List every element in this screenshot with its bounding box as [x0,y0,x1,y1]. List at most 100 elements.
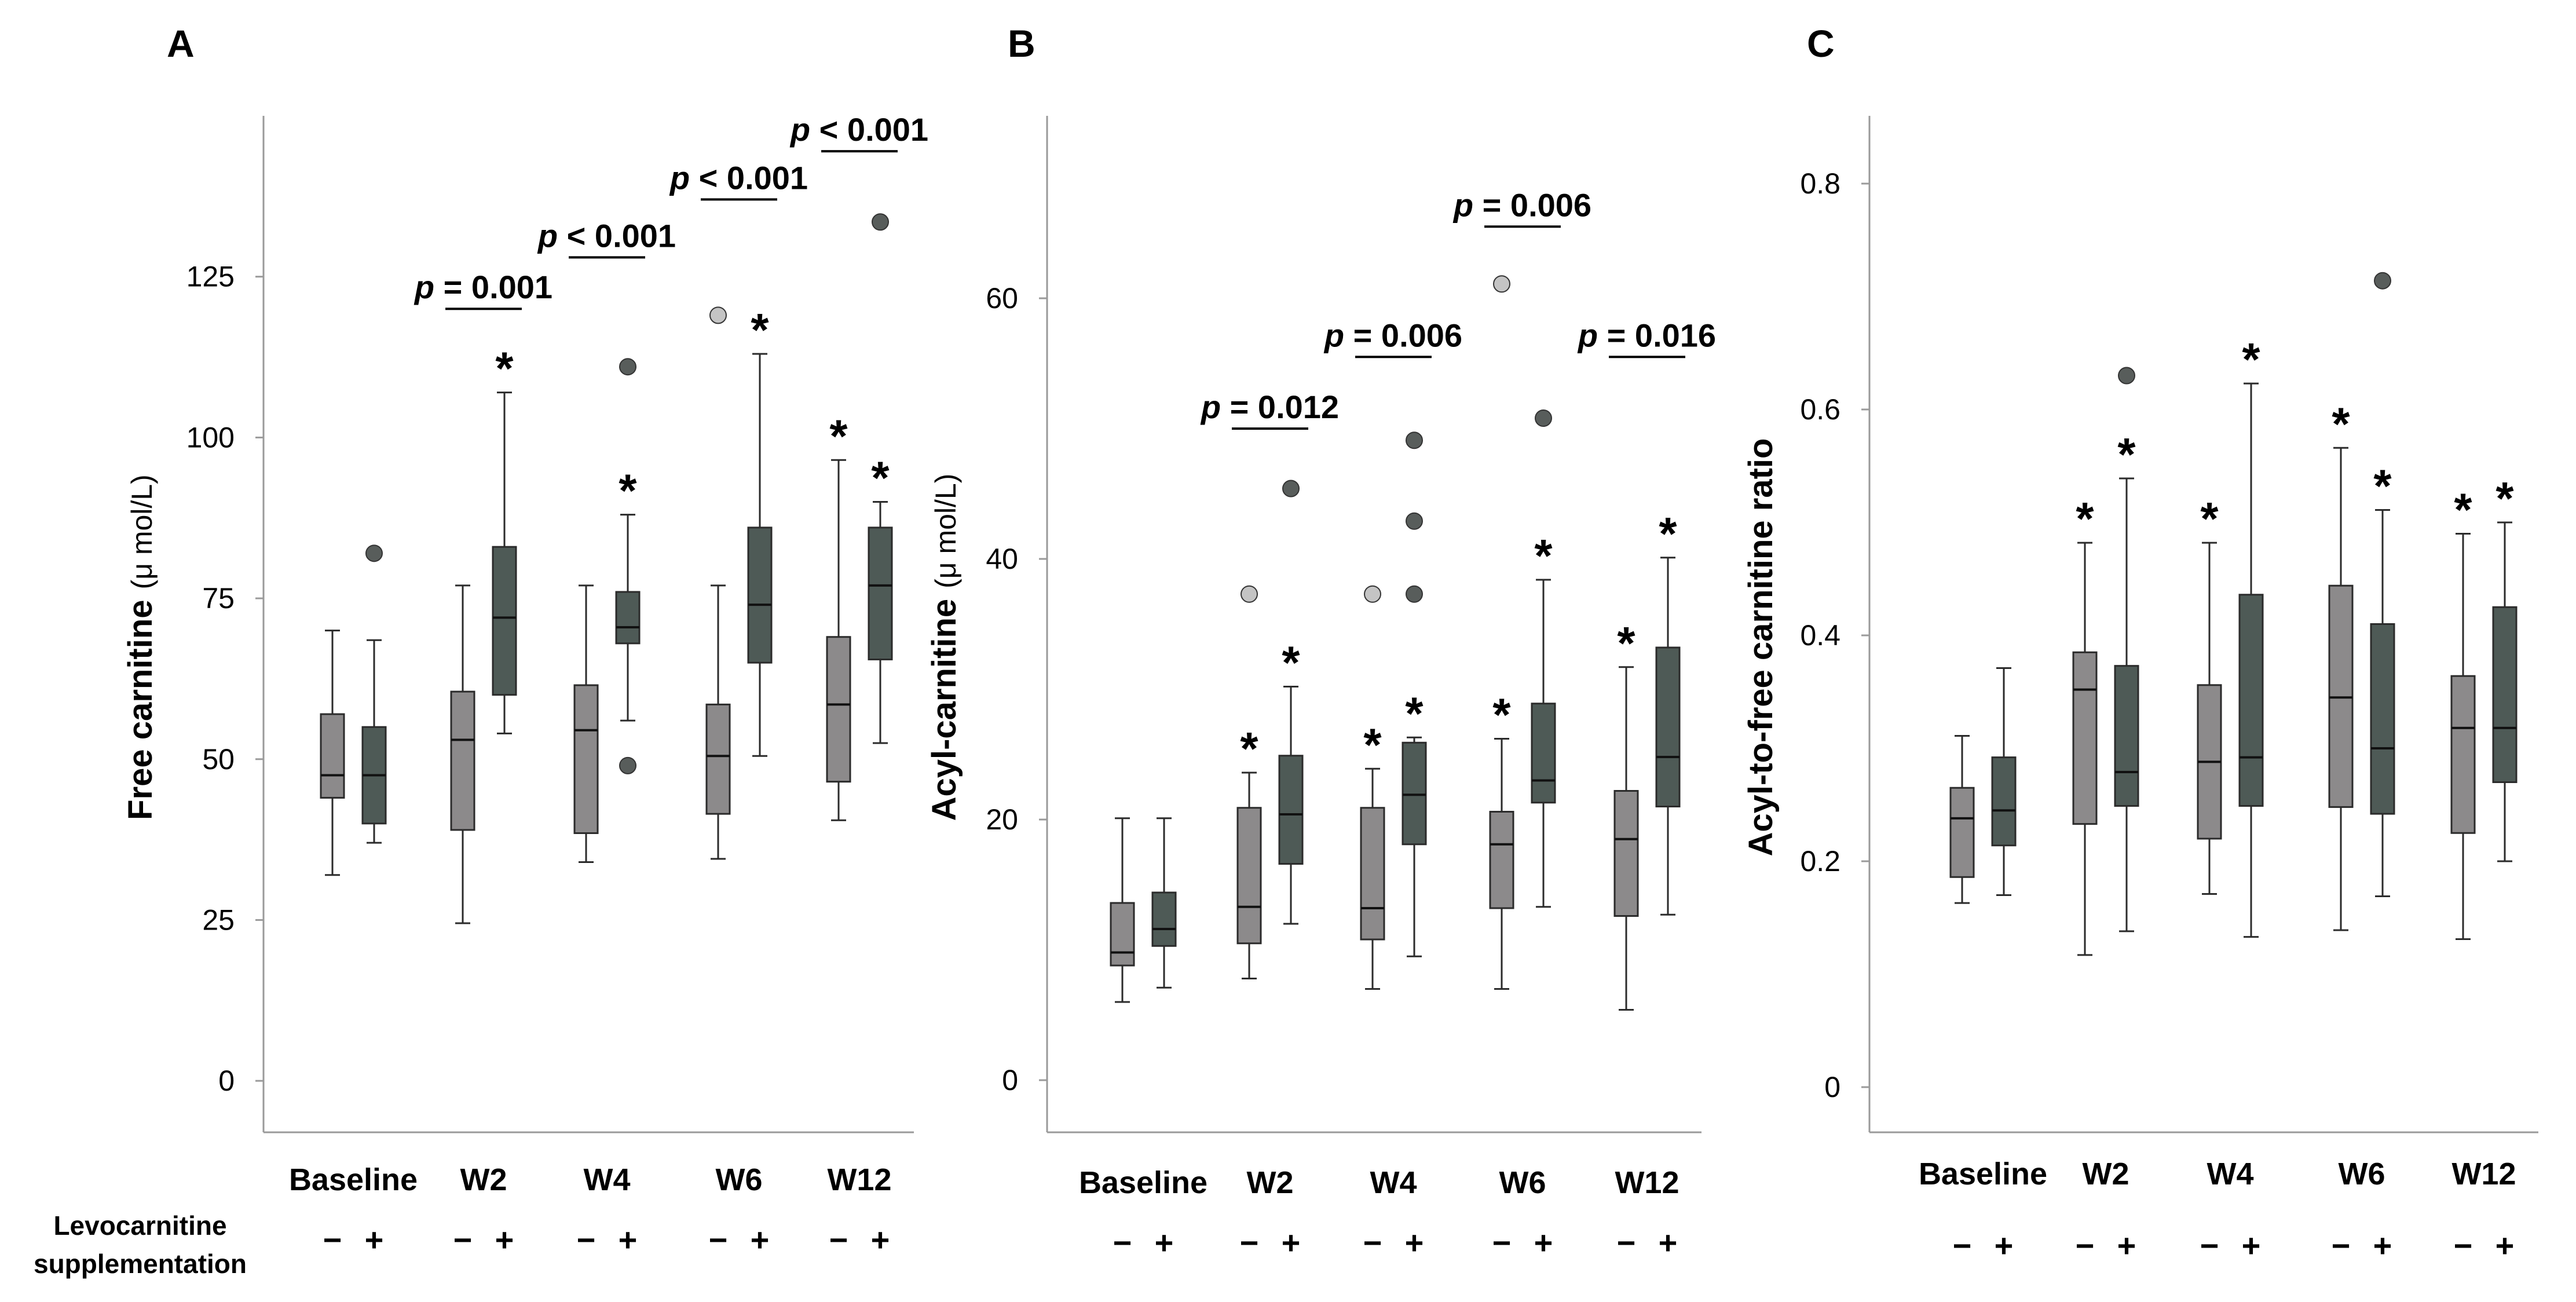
p-value-text: < 0.001 [819,111,928,148]
significance-star: * [2076,493,2094,544]
p-value-text: = 0.016 [1607,317,1716,353]
box-minus-w2: * [2072,493,2098,956]
box-body [2450,675,2476,834]
minus-sign: − [2454,1227,2473,1264]
y-tick-label: 0 [1002,1064,1018,1096]
box-body [1278,755,1304,865]
y-axis-label-main: Acyl-carnitine [925,599,963,821]
plus-sign: + [871,1221,890,1258]
y-tick-label: 50 [202,743,235,776]
p-value-label: p = 0.006 [1323,317,1462,353]
box-plus-baseline [361,544,387,844]
p-value-text: < 0.001 [567,217,676,254]
box-body [1402,741,1427,846]
panel-a: A 0 25 50 75 100 125 Free carnitine (μ mol/L) Bas… [34,22,928,1279]
significance-star: * [495,343,514,394]
box-minus-w4: * [2197,493,2222,895]
x-category-label: W2 [2083,1157,2129,1191]
outlier-point [1535,409,1552,427]
p-value-bracket: p = 0.012 [1200,389,1339,430]
plus-sign: + [1995,1227,2014,1264]
box-minus-w4 [573,584,599,863]
minus-sign: − [2076,1227,2095,1264]
box-plus-w2: * [2114,367,2139,932]
x-category-label: W2 [460,1162,507,1197]
plus-sign: + [495,1221,514,1258]
plus-sign: + [1405,1224,1424,1261]
box-body [1489,811,1514,909]
significance-star: * [2373,460,2392,512]
p-value-bracket: p < 0.001 [537,217,676,259]
p-value-text: = 0.012 [1230,389,1339,425]
p-value-label: p < 0.001 [669,159,808,196]
minus-sign: − [577,1221,596,1258]
p-value-bracket: p = 0.006 [1323,317,1462,359]
y-axis-label: Acyl-carnitine (μ mol/L) [925,474,963,821]
box-body [1949,787,1975,878]
outlier-point [2118,367,2135,385]
p-value-label: p < 0.001 [789,111,928,148]
x-category-label: W6 [1499,1165,1546,1200]
box-plus-w4: * [615,358,641,774]
p-value-text: < 0.001 [699,159,808,196]
x-category-label: W4 [584,1162,631,1197]
box-body [615,591,641,645]
y-axis-label: Acyl-to-free carnitine ratio [1742,438,1780,857]
p-value-italic-p: p [414,269,444,305]
p-value-label: p < 0.001 [537,217,676,254]
minus-sign: − [1240,1224,1259,1261]
significance-star: * [2454,484,2472,536]
box-body [1991,756,2017,847]
outlier-point [1406,585,1423,603]
box-plus-w12: * [1655,508,1681,916]
box-body [1531,703,1556,804]
box-minus-w12: * [2450,484,2476,941]
plus-sign: + [1534,1224,1553,1261]
box-plus-w6: * [1531,409,1556,908]
box-body [705,703,731,815]
plus-sign: + [2242,1227,2261,1264]
significance-star: * [871,452,890,503]
box-plus-w6: * [2370,272,2395,897]
box-plus-w12: * [2492,473,2518,862]
y-tick-label: 0.4 [1800,619,1840,652]
plus-sign: + [2373,1227,2392,1264]
outlier-point [365,544,383,562]
panel-c: C 0 0.2 0.4 0.6 0.8 Acyl-to-free carnitine rat… [1742,22,2538,1264]
significance-star: * [619,465,637,517]
box-body [1655,646,1681,807]
p-value-bracket: p = 0.006 [1452,186,1591,228]
y-axis-label-unit: (μ mol/L) [930,474,962,588]
box-plus-baseline [1151,817,1177,989]
minus-sign: − [1363,1224,1382,1261]
y-tick-label: 75 [202,582,235,615]
minus-sign: − [323,1221,342,1258]
minus-sign: − [709,1221,728,1258]
box-body [1236,807,1262,945]
box-body [2114,665,2139,807]
y-tick-label: 0 [218,1065,235,1097]
x-category-label: W4 [1370,1165,1417,1200]
significance-star: * [1492,689,1511,741]
p-value-text: = 0.006 [1483,186,1591,223]
panel-letter: B [1008,22,1035,65]
plus-sign: + [2496,1227,2515,1264]
significance-star: * [1405,687,1424,739]
p-value-bracket: p = 0.016 [1577,317,1716,359]
outlier-point [1241,585,1258,603]
y-axis-label-main: Acyl-to-free carnitine ratio [1742,438,1780,857]
y-tick-label: 125 [186,261,235,293]
plus-sign: + [1659,1224,1678,1261]
supplement-label-line1: Levocarnitine [53,1210,226,1241]
significance-star: * [2332,398,2350,449]
plus-sign: + [1155,1224,1174,1261]
y-tick-label: 0 [1824,1071,1840,1103]
box-body [747,526,773,664]
significance-star: * [2496,473,2514,524]
significance-star: * [1534,530,1553,581]
p-value-italic-p: p [1200,389,1230,425]
outlier-point [2374,272,2391,290]
minus-sign: − [1113,1224,1132,1261]
minus-sign: − [1492,1224,1512,1261]
